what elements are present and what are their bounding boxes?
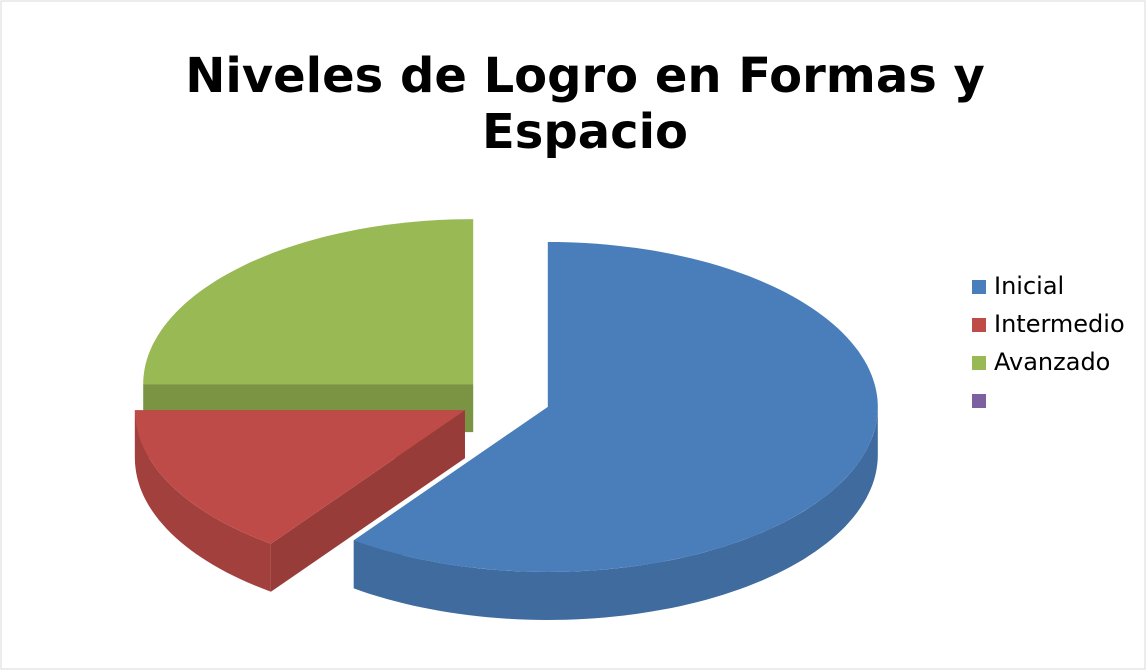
- chart-title: Niveles de Logro en Formas y: [185, 48, 985, 104]
- slice: [134, 410, 465, 592]
- legend-label: Intermedio: [994, 310, 1125, 338]
- slice: [353, 242, 878, 620]
- legend-label: Inicial: [994, 272, 1064, 300]
- slice-wall: [353, 407, 878, 620]
- legend-label: Avanzado: [994, 348, 1110, 376]
- slice-top: [134, 410, 465, 544]
- slice-top: [143, 219, 474, 385]
- slice-wall: [134, 410, 271, 592]
- slice-top: [353, 242, 878, 572]
- chart-title: Espacio: [482, 104, 688, 160]
- legend-swatch: [972, 280, 986, 294]
- legend-swatch: [972, 356, 986, 370]
- legend-swatch: [972, 318, 986, 332]
- legend-swatch: [972, 394, 986, 408]
